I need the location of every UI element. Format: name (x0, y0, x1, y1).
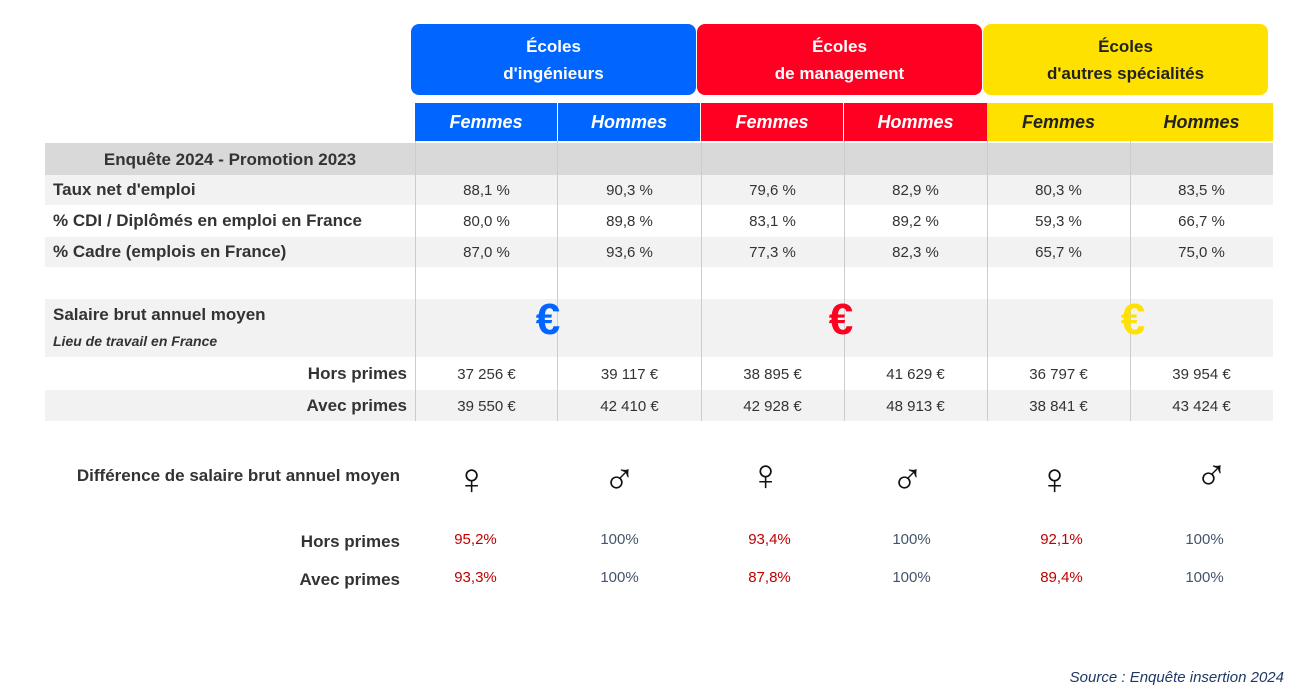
table-cell: 93,6 % (606, 244, 653, 261)
difference-row-label-avec-primes: Avec primes (299, 570, 400, 589)
school-header-line1: Écoles (1098, 36, 1153, 56)
table-cell: 82,3 % (892, 244, 939, 261)
pct-cell-female: 95,2% (454, 531, 497, 548)
table-cell: 39 954 € (1172, 366, 1231, 383)
table-cell: 43 424 € (1172, 398, 1231, 415)
table-cell: 83,5 % (1178, 182, 1225, 199)
table-cell: 88,1 % (463, 182, 510, 199)
table-cell: 37 256 € (457, 366, 516, 383)
pct-cell-male: 100% (600, 569, 639, 586)
difference-row-label-hors-primes: Hors primes (300, 532, 400, 551)
pct-cell-male: 100% (600, 531, 639, 548)
table-cell: 75,0 % (1178, 244, 1225, 261)
male-icon: ♂ (1195, 451, 1228, 500)
salary-row-label-hors-primes: Hors primes (307, 364, 407, 383)
salary-subtitle: Lieu de travail en France (53, 333, 218, 349)
table-cell: 82,9 % (892, 182, 939, 199)
gender-header: Femmes (415, 103, 557, 141)
male-icon: ♂ (603, 455, 636, 504)
row-band (45, 390, 1273, 421)
school-header-ingenieurs: Écoles d'ingénieurs (411, 24, 696, 95)
school-header-line1: Écoles (812, 36, 867, 56)
euro-icon: € (1120, 295, 1146, 344)
gender-header: Hommes (844, 103, 987, 141)
survey-title: Enquête 2024 - Promotion 2023 (103, 150, 357, 169)
pct-cell-male: 100% (1185, 569, 1224, 586)
table-cell: 59,3 % (1035, 213, 1082, 230)
table-cell: 42 928 € (743, 398, 802, 415)
pct-cell-female: 87,8% (748, 569, 791, 586)
table-cell: 42 410 € (600, 398, 659, 415)
row-label-cdi: % CDI / Diplômés en emploi en France (53, 211, 362, 230)
school-header-line2: d'ingénieurs (503, 63, 604, 83)
euro-icon: € (828, 295, 854, 344)
column-divider (844, 141, 845, 421)
column-divider (1130, 141, 1131, 421)
pct-cell-male: 100% (1185, 531, 1224, 548)
salary-title-band (45, 299, 1273, 357)
table-cell: 89,2 % (892, 213, 939, 230)
school-header-line2: d'autres spécialités (1046, 63, 1205, 83)
pct-cell-female: 93,4% (748, 531, 791, 548)
salary-row-label-avec-primes: Avec primes (306, 396, 407, 415)
gender-header: Hommes (1130, 103, 1273, 141)
column-divider (415, 141, 416, 421)
female-icon: ♀ (749, 451, 782, 500)
pct-cell-male: 100% (892, 531, 931, 548)
salary-title: Salaire brut annuel moyen (53, 305, 266, 324)
table-cell: 77,3 % (749, 244, 796, 261)
table-cell: 38 895 € (743, 366, 802, 383)
school-header-autres: Écoles d'autres spécialités (983, 24, 1268, 95)
table-cell: 80,0 % (463, 213, 510, 230)
gender-header: Hommes (558, 103, 700, 141)
pct-cell-female: 92,1% (1040, 531, 1083, 548)
table-cell: 48 913 € (886, 398, 945, 415)
table-cell: 80,3 % (1035, 182, 1082, 199)
column-divider (987, 141, 988, 421)
table-cell: 65,7 % (1035, 244, 1082, 261)
school-header-management: Écoles de management (697, 24, 982, 95)
table-cell: 36 797 € (1029, 366, 1088, 383)
row-label-cadre: % Cadre (emplois en France) (53, 242, 287, 261)
table-cell: 83,1 % (749, 213, 796, 230)
table-cell: 79,6 % (749, 182, 796, 199)
school-header-line1: Écoles (526, 36, 581, 56)
row-band (45, 237, 1273, 267)
gender-header: Femmes (987, 103, 1130, 141)
table-cell: 87,0 % (463, 244, 510, 261)
column-divider (701, 141, 702, 421)
difference-title: Différence de salaire brut annuel moyen (76, 466, 400, 485)
table-cell: 41 629 € (886, 366, 945, 383)
pct-cell-male: 100% (892, 569, 931, 586)
table-cell: 38 841 € (1029, 398, 1088, 415)
euro-icon: € (535, 295, 561, 344)
gender-header: Femmes (701, 103, 843, 141)
row-band (45, 175, 1273, 205)
table-cell: 39 117 € (600, 366, 659, 383)
female-icon: ♀ (455, 455, 488, 504)
pct-cell-female: 93,3% (454, 569, 497, 586)
row-label-taux-emploi: Taux net d'emploi (53, 180, 196, 199)
female-icon: ♀ (1038, 455, 1071, 504)
school-header-line2: de management (774, 63, 905, 83)
survey-title-band (45, 143, 1273, 175)
table-cell: 90,3 % (606, 182, 653, 199)
source-note: Source : Enquête insertion 2024 (1069, 669, 1284, 686)
column-divider (557, 141, 558, 421)
pct-cell-female: 89,4% (1040, 569, 1083, 586)
table-cell: 39 550 € (457, 398, 516, 415)
table-cell: 66,7 % (1178, 213, 1225, 230)
table-cell: 89,8 % (606, 213, 653, 230)
male-icon: ♂ (891, 455, 924, 504)
